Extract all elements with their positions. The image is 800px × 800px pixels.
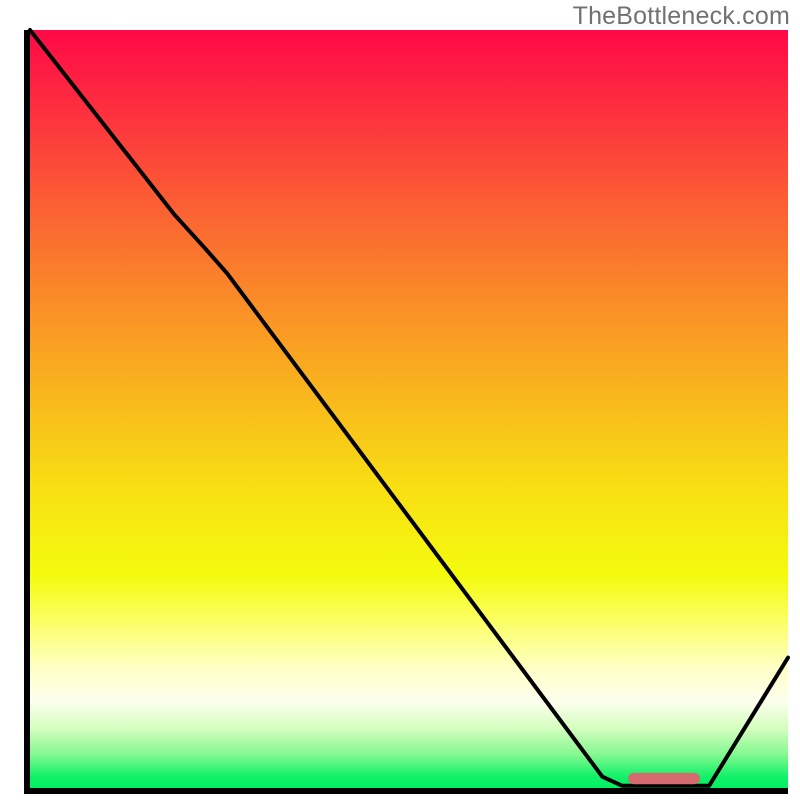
bottleneck-chart xyxy=(0,0,800,800)
chart-container: TheBottleneck.com xyxy=(0,0,800,800)
plot-background xyxy=(30,30,788,788)
optimal-marker xyxy=(628,773,700,784)
watermark-text: TheBottleneck.com xyxy=(573,2,790,31)
